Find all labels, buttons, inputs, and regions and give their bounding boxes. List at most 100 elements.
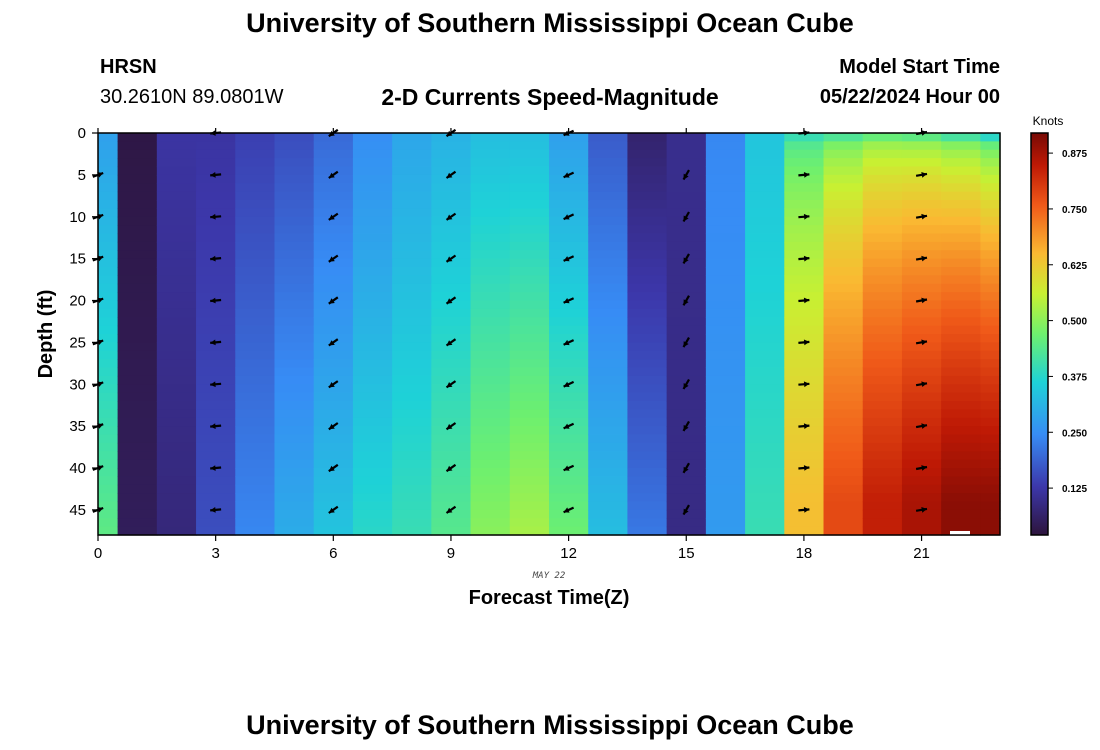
heatmap-cell [901,493,942,503]
heatmap-cell [784,275,825,285]
plot-frame [97,132,1001,536]
heatmap-cell [156,300,197,310]
heatmap-cell [862,166,903,176]
heatmap-cell [235,241,276,251]
heatmap-cell [627,509,668,519]
heatmap-cell [196,484,236,494]
heatmap-cell [117,384,158,394]
heatmap-cell [980,459,1001,469]
heatmap-cell [274,325,315,335]
heatmap-cell [98,267,119,276]
colorbar-tick-label: 0.375 [1062,372,1087,383]
heatmap-cell [745,334,785,343]
heatmap-cell [588,384,629,394]
heatmap-cell [509,501,550,511]
heatmap-cell [274,401,315,410]
model-start-time: 05/22/2024 Hour 00 [819,86,1000,108]
heatmap-cell [823,409,864,419]
heatmap-cell [235,292,276,302]
heatmap-cell [862,258,903,268]
heatmap-cell [392,392,432,402]
heatmap-cell [117,526,158,536]
heatmap-cell [941,484,981,494]
heatmap-cell [313,476,354,486]
heatmap-cell [235,350,276,360]
heatmap-cell [823,350,864,360]
heatmap-cell [588,392,629,402]
heatmap-cell [431,451,472,461]
heatmap-cell [431,493,472,503]
heatmap-cell [98,183,119,193]
heatmap-cell [627,434,668,444]
heatmap-cell [705,317,746,327]
heatmap-cell [980,426,1001,436]
current-vector [210,381,222,388]
heatmap-cell [98,342,119,352]
heatmap-cell [549,518,589,528]
heatmap-cell [196,233,236,243]
current-vector [798,213,810,220]
heatmap-cell [980,149,1001,159]
heatmap-cell [470,401,511,410]
heatmap-cell [313,250,354,260]
heatmap-cell [941,417,981,427]
heatmap-cell [392,484,432,494]
heatmap-cell [274,417,315,427]
heatmap-cell [549,241,589,251]
heatmap-cell [196,300,236,310]
heatmap-cell [784,451,825,461]
heatmap-cell [941,308,981,318]
heatmap-cell [745,292,785,302]
heatmap-cell [274,442,315,452]
model-start-label: Model Start Time [839,56,1000,78]
heatmap-cell [117,250,158,260]
heatmap-cell [274,191,315,201]
current-vector [445,296,457,305]
heatmap-cell [862,233,903,243]
heatmap-cell [98,283,119,293]
heatmap-cell [98,225,119,235]
heatmap-cell [470,367,511,377]
heatmap-cell [705,149,746,159]
heatmap-cell [117,434,158,444]
heatmap-cell [666,401,707,410]
heatmap-cell [549,208,589,218]
heatmap-cell [98,158,119,168]
heatmap-cell [862,434,903,444]
heatmap-cell [196,334,236,343]
heatmap-cell [862,250,903,260]
heatmap-cell [862,401,903,410]
heatmap-cell [352,258,393,268]
heatmap-cell [588,468,629,477]
heatmap-cell [156,174,197,184]
heatmap-cell [313,518,354,528]
heatmap-cell [941,267,981,276]
heatmap-cell [745,476,785,486]
heatmap-cell [901,526,942,536]
heatmap-cell [549,174,589,184]
heatmap-cell [705,233,746,243]
heatmap-cell [745,216,785,226]
heatmap-cell [549,275,589,285]
heatmap-cell [901,367,942,377]
heatmap-cell [117,292,158,302]
heatmap-cell [745,174,785,184]
heatmap-cell [941,166,981,176]
heatmap-cell [235,325,276,335]
heatmap-cell [98,275,119,285]
heatmap-cell [627,149,668,159]
heatmap-cell [549,183,589,193]
heatmap-cell [901,233,942,243]
heatmap-cell [745,392,785,402]
heatmap-cell [431,509,472,519]
heatmap-cell [627,342,668,352]
heatmap-cell [235,518,276,528]
heatmap-cell [823,308,864,318]
heatmap-cell [392,174,432,184]
heatmap-cell [196,241,236,251]
heatmap-cell [666,275,707,285]
heatmap-cell [470,317,511,327]
heatmap-cell [705,258,746,268]
heatmap-cell [862,208,903,218]
current-vector [445,254,457,263]
